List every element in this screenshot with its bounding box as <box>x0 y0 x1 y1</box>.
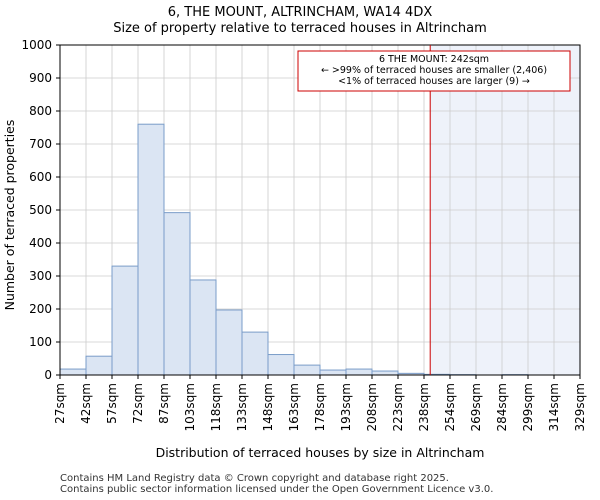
y-tick-label: 0 <box>44 368 52 382</box>
x-tick-label: 299sqm <box>521 383 535 431</box>
bars <box>59 123 529 376</box>
x-tick-label: 238sqm <box>417 383 431 431</box>
x-tick-label: 42sqm <box>79 383 93 424</box>
footer-line-2: Contains public sector information licen… <box>60 484 494 495</box>
y-tick-label: 1000 <box>21 38 52 52</box>
x-tick-label: 87sqm <box>157 383 171 424</box>
bar-27sqm <box>59 368 87 376</box>
bar-133sqm <box>241 331 269 376</box>
x-axis-label: Distribution of terraced houses by size … <box>156 445 485 460</box>
y-tick-labels: 0 100 200 300 400 500 600 700 800 900 1000 <box>21 38 60 382</box>
x-tick-label: 178sqm <box>313 383 327 431</box>
y-axis-label: Number of terraced properties <box>2 120 17 311</box>
annotation-box: 6 THE MOUNT: 242sqm ← >99% of terraced h… <box>297 50 571 92</box>
bar-72sqm <box>137 123 165 376</box>
x-tick-label: 148sqm <box>261 383 275 431</box>
bar-87sqm <box>163 212 191 376</box>
y-tick-label: 300 <box>29 269 52 283</box>
y-tick-label: 500 <box>29 203 52 217</box>
y-tick-label: 400 <box>29 236 52 250</box>
x-tick-label: 208sqm <box>365 383 379 431</box>
bar-193sqm <box>345 368 373 376</box>
x-tick-label: 254sqm <box>443 383 457 431</box>
annotation-border <box>297 50 571 92</box>
chart-title: 6, THE MOUNT, ALTRINCHAM, WA14 4DX <box>168 5 433 20</box>
bar-163sqm <box>293 364 321 376</box>
x-tick-label: 223sqm <box>391 383 405 431</box>
x-tick-label: 193sqm <box>339 383 353 431</box>
x-tick-label: 27sqm <box>53 383 67 424</box>
x-tick-label: 163sqm <box>287 383 301 431</box>
bar-148sqm <box>267 354 295 376</box>
x-tick-labels: 27sqm 42sqm 57sqm 72sqm 87sqm 103sqm 118sqm 133… <box>53 375 587 431</box>
x-tick-label: 118sqm <box>209 383 223 431</box>
annotation-line-3: <1% of terraced houses are larger (9) → <box>338 76 530 87</box>
bar-208sqm <box>371 370 399 376</box>
x-tick-label: 314sqm <box>547 383 561 431</box>
y-tick-label: 600 <box>29 170 52 184</box>
y-tick-label: 800 <box>29 104 52 118</box>
y-tick-label: 200 <box>29 302 52 316</box>
footer-line-1: Contains HM Land Registry data © Crown c… <box>60 473 449 484</box>
x-tick-label: 72sqm <box>131 383 145 424</box>
annotation-line-1: 6 THE MOUNT: 242sqm <box>379 54 489 65</box>
y-tick-label: 700 <box>29 137 52 151</box>
bar-103sqm <box>189 279 217 376</box>
x-tick-label: 284sqm <box>495 383 509 431</box>
x-tick-label: 133sqm <box>235 383 249 431</box>
y-tick-label: 100 <box>29 335 52 349</box>
y-tick-label: 900 <box>29 71 52 85</box>
bar-42sqm <box>85 355 113 376</box>
x-tick-label: 269sqm <box>469 383 483 431</box>
x-tick-label: 329sqm <box>573 383 587 431</box>
x-tick-label: 103sqm <box>183 383 197 431</box>
bar-118sqm <box>215 309 243 376</box>
x-tick-label: 57sqm <box>105 383 119 424</box>
bar-57sqm <box>111 265 139 376</box>
chart-subtitle: Size of property relative to terraced ho… <box>113 21 487 36</box>
bar-178sqm <box>319 369 347 376</box>
annotation-line-2: ← >99% of terraced houses are smaller (2… <box>321 65 547 76</box>
